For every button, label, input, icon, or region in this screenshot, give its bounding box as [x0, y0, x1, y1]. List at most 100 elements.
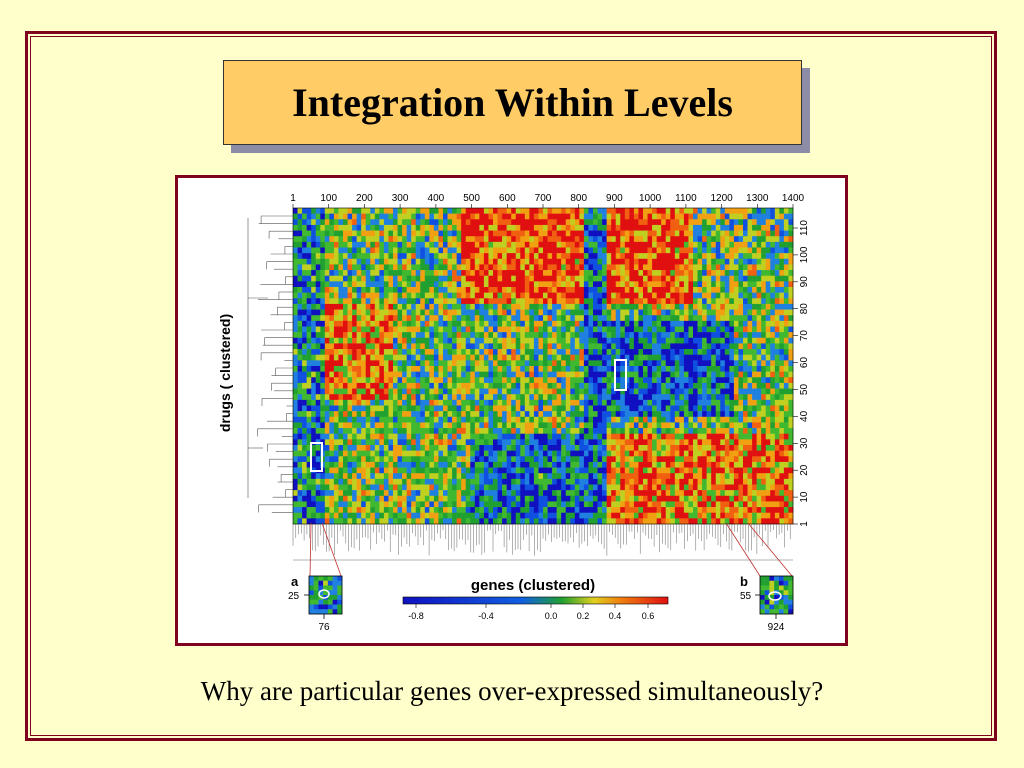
heatmap-cell [456, 315, 462, 322]
heatmap-cell [756, 399, 762, 406]
heatmap-cell [652, 275, 657, 282]
heatmap-cell [679, 213, 685, 220]
heatmap-cell [661, 371, 667, 378]
heatmap-cell [543, 298, 548, 305]
heatmap-cell [543, 388, 548, 395]
heatmap-cell [488, 236, 494, 243]
heatmap-cell [506, 264, 512, 271]
heatmap-cell [765, 281, 771, 288]
heatmap-cell [738, 253, 744, 260]
heatmap-cell [497, 219, 503, 226]
heatmap-cell [743, 309, 748, 316]
heatmap-cell [683, 388, 689, 395]
heatmap-cell [474, 247, 480, 254]
heatmap-cell [533, 219, 539, 226]
heatmap-cell [633, 298, 639, 305]
heatmap-cell [593, 213, 598, 220]
heatmap-cell [452, 208, 457, 214]
heatmap-cell [574, 394, 580, 401]
heatmap-cell [556, 433, 562, 440]
heatmap-cell [788, 224, 794, 231]
heatmap-cell [765, 349, 771, 356]
heatmap-cell [497, 230, 503, 237]
heatmap-cell [679, 377, 685, 384]
heatmap-cell [765, 292, 771, 299]
heatmap-cell [433, 219, 439, 226]
heatmap-cell [679, 281, 685, 288]
heatmap-cell [433, 315, 439, 322]
heatmap-cell [515, 208, 521, 214]
heatmap-cell [483, 326, 489, 333]
heatmap-cell [638, 281, 644, 288]
heatmap-cell [729, 213, 735, 220]
heatmap-cell [556, 360, 562, 367]
heatmap-cell [379, 253, 385, 260]
heatmap-cell [720, 275, 726, 282]
heatmap-cell [306, 439, 312, 446]
heatmap-cell [588, 219, 594, 226]
heatmap-cell [352, 309, 357, 316]
heatmap-cell [561, 208, 567, 214]
heatmap-cell [670, 399, 676, 406]
heatmap-cell [538, 354, 544, 361]
heatmap-cell [743, 303, 748, 310]
heatmap-cell [729, 224, 735, 231]
heatmap-cell [461, 236, 467, 243]
heatmap-cell [347, 416, 353, 423]
heatmap-cell [452, 360, 457, 367]
heatmap-cell [447, 287, 453, 293]
heatmap-cell [743, 258, 748, 265]
heatmap-cell [679, 456, 685, 463]
heatmap-cell [320, 399, 326, 406]
heatmap-cell [624, 382, 630, 389]
heatmap-cell [774, 281, 780, 288]
heatmap-cell [502, 241, 507, 248]
heatmap-cell [570, 428, 576, 435]
heatmap-cell [665, 456, 671, 463]
heatmap-cell [615, 337, 621, 344]
heatmap-cell [433, 258, 439, 265]
heatmap-cell [452, 270, 457, 277]
heatmap-cell [633, 230, 639, 237]
heatmap-cell [397, 377, 403, 384]
heatmap-cell [702, 292, 707, 299]
heatmap-cell [597, 411, 603, 418]
heatmap-cell [483, 247, 489, 254]
heatmap-cell [633, 366, 639, 372]
heatmap-cell [788, 354, 794, 361]
heatmap-cell [779, 208, 785, 214]
heatmap-cell [629, 377, 635, 384]
heatmap-cell [574, 428, 580, 435]
heatmap-cell [720, 247, 726, 254]
heatmap-cell [388, 281, 394, 288]
heatmap-cell [661, 326, 667, 333]
heatmap-cell [474, 371, 480, 378]
heatmap-cell [752, 394, 757, 401]
heatmap-cell [529, 287, 535, 293]
heatmap-cell [770, 394, 776, 401]
heatmap-cell [624, 253, 630, 260]
heatmap-cell [597, 377, 603, 384]
heatmap-cell [688, 337, 694, 344]
heatmap-cell [379, 439, 385, 446]
heatmap-cell [774, 219, 780, 226]
heatmap-cell [615, 315, 621, 322]
heatmap-cell [424, 422, 430, 429]
heatmap-cell [538, 264, 544, 271]
heatmap-cell [506, 343, 512, 350]
heatmap-cell [602, 399, 607, 406]
heatmap-cell [720, 428, 726, 435]
heatmap-cell [456, 416, 462, 423]
heatmap-cell [652, 349, 657, 356]
heatmap-cell [583, 332, 589, 339]
heatmap-cell [674, 270, 680, 277]
heatmap-cell [302, 236, 307, 243]
heatmap-cell [483, 349, 489, 356]
heatmap-cell [297, 366, 303, 372]
heatmap-cell [433, 253, 439, 260]
heatmap-cell [674, 287, 680, 293]
heatmap-cell [779, 445, 785, 451]
heatmap-cell [697, 303, 703, 310]
heatmap-cell [647, 264, 653, 271]
heatmap-cell [638, 450, 644, 457]
